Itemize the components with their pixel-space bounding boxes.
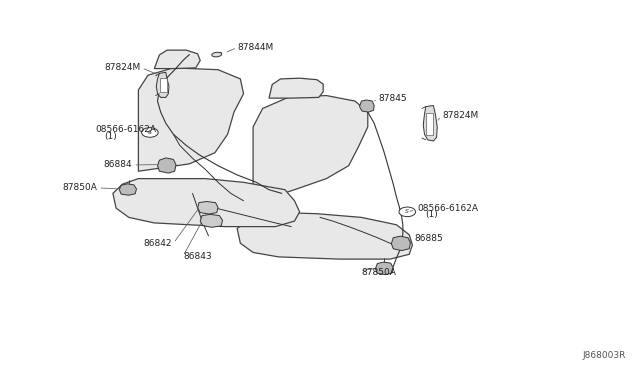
Polygon shape [198, 202, 218, 214]
Text: S: S [405, 209, 410, 214]
Polygon shape [113, 179, 300, 227]
Text: J868003R: J868003R [582, 351, 626, 360]
Polygon shape [392, 236, 410, 251]
Text: 86885: 86885 [414, 234, 443, 243]
Polygon shape [157, 158, 176, 173]
Text: S: S [148, 130, 152, 135]
Polygon shape [269, 78, 323, 98]
Text: 08566-6162A: 08566-6162A [96, 125, 157, 134]
Text: 87824M: 87824M [442, 111, 479, 121]
Polygon shape [360, 100, 374, 112]
Circle shape [141, 128, 158, 137]
Text: 86842: 86842 [143, 239, 172, 248]
Text: 86843: 86843 [183, 252, 212, 262]
Bar [160, 78, 167, 92]
Polygon shape [253, 96, 368, 201]
Bar [426, 113, 433, 135]
Text: 87850A: 87850A [362, 267, 396, 276]
Polygon shape [423, 106, 437, 141]
Text: (1): (1) [104, 132, 117, 141]
Polygon shape [200, 214, 223, 227]
Polygon shape [376, 262, 394, 275]
Circle shape [399, 207, 415, 217]
Text: 86884: 86884 [104, 160, 132, 170]
Polygon shape [154, 50, 200, 68]
Text: 87824M: 87824M [104, 63, 140, 72]
Text: 08566-6162A: 08566-6162A [417, 203, 479, 213]
Text: 87850A: 87850A [62, 183, 97, 192]
Ellipse shape [212, 52, 221, 57]
Text: (1): (1) [425, 210, 438, 219]
Polygon shape [138, 68, 244, 171]
Text: 87845: 87845 [379, 94, 407, 103]
Text: 87844M: 87844M [237, 43, 273, 52]
Polygon shape [237, 212, 412, 259]
Polygon shape [119, 184, 136, 195]
Polygon shape [156, 72, 169, 97]
